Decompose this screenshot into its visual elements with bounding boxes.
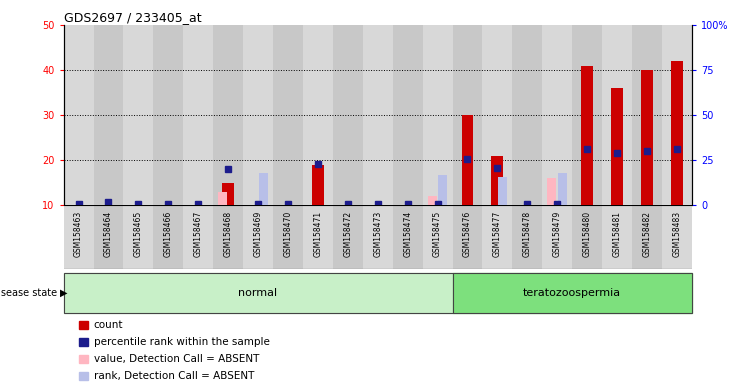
- Bar: [632, 205, 662, 269]
- Bar: [453, 273, 692, 313]
- Bar: [222, 183, 234, 205]
- Bar: [363, 205, 393, 269]
- Bar: [572, 25, 602, 205]
- Text: GSM158481: GSM158481: [613, 210, 622, 257]
- Text: GSM158465: GSM158465: [134, 210, 143, 257]
- Bar: [558, 173, 567, 205]
- Text: disease state: disease state: [0, 288, 60, 298]
- Text: normal: normal: [239, 288, 278, 298]
- Text: GSM158474: GSM158474: [403, 210, 412, 257]
- Bar: [542, 205, 572, 269]
- Text: GSM158480: GSM158480: [583, 210, 592, 257]
- Text: GSM158476: GSM158476: [463, 210, 472, 257]
- Text: GSM158478: GSM158478: [523, 210, 532, 257]
- Bar: [498, 177, 507, 205]
- Bar: [123, 25, 153, 205]
- Bar: [64, 25, 94, 205]
- Bar: [491, 156, 503, 205]
- Bar: [303, 25, 333, 205]
- Bar: [602, 205, 632, 269]
- Text: rank, Detection Call = ABSENT: rank, Detection Call = ABSENT: [94, 371, 254, 381]
- Bar: [213, 205, 243, 269]
- Bar: [153, 25, 183, 205]
- Bar: [423, 205, 453, 269]
- Bar: [123, 205, 153, 269]
- Bar: [453, 25, 482, 205]
- Text: GSM158482: GSM158482: [643, 210, 652, 257]
- Text: GSM158483: GSM158483: [672, 210, 681, 257]
- Bar: [542, 25, 572, 205]
- Text: GSM158470: GSM158470: [283, 210, 292, 257]
- Text: GSM158472: GSM158472: [343, 210, 352, 257]
- Bar: [183, 25, 213, 205]
- Text: teratozoospermia: teratozoospermia: [523, 288, 622, 298]
- Bar: [438, 175, 447, 205]
- Bar: [273, 205, 303, 269]
- Bar: [94, 25, 123, 205]
- Text: ▶: ▶: [60, 288, 67, 298]
- Bar: [581, 66, 593, 205]
- Bar: [243, 25, 273, 205]
- Text: GSM158463: GSM158463: [74, 210, 83, 257]
- Bar: [393, 25, 423, 205]
- Bar: [453, 205, 482, 269]
- Bar: [333, 25, 363, 205]
- Bar: [572, 205, 602, 269]
- Bar: [94, 205, 123, 269]
- Text: GDS2697 / 233405_at: GDS2697 / 233405_at: [64, 11, 201, 24]
- Bar: [512, 25, 542, 205]
- Text: GSM158466: GSM158466: [164, 210, 173, 257]
- Bar: [482, 205, 512, 269]
- Bar: [333, 205, 363, 269]
- Text: GSM158479: GSM158479: [553, 210, 562, 257]
- Text: count: count: [94, 320, 123, 330]
- Bar: [363, 25, 393, 205]
- Text: GSM158469: GSM158469: [254, 210, 263, 257]
- Bar: [393, 205, 423, 269]
- Bar: [218, 192, 227, 205]
- Bar: [423, 25, 453, 205]
- Text: value, Detection Call = ABSENT: value, Detection Call = ABSENT: [94, 354, 259, 364]
- Text: GSM158477: GSM158477: [493, 210, 502, 257]
- Bar: [64, 273, 453, 313]
- Bar: [512, 205, 542, 269]
- Bar: [662, 25, 692, 205]
- Text: GSM158467: GSM158467: [194, 210, 203, 257]
- Bar: [183, 205, 213, 269]
- Bar: [662, 205, 692, 269]
- Bar: [243, 205, 273, 269]
- Bar: [462, 115, 473, 205]
- Bar: [548, 178, 557, 205]
- Bar: [428, 197, 437, 205]
- Bar: [312, 165, 324, 205]
- Text: GSM158475: GSM158475: [433, 210, 442, 257]
- Text: GSM158468: GSM158468: [224, 210, 233, 257]
- Bar: [303, 205, 333, 269]
- Bar: [671, 61, 683, 205]
- Bar: [482, 25, 512, 205]
- Bar: [213, 25, 243, 205]
- Text: GSM158473: GSM158473: [373, 210, 382, 257]
- Text: GSM158464: GSM158464: [104, 210, 113, 257]
- Bar: [632, 25, 662, 205]
- Text: percentile rank within the sample: percentile rank within the sample: [94, 337, 269, 347]
- Bar: [64, 205, 94, 269]
- Bar: [259, 173, 268, 205]
- Bar: [153, 205, 183, 269]
- Bar: [273, 25, 303, 205]
- Bar: [602, 25, 632, 205]
- Text: GSM158471: GSM158471: [313, 210, 322, 257]
- Bar: [611, 88, 623, 205]
- Bar: [641, 70, 653, 205]
